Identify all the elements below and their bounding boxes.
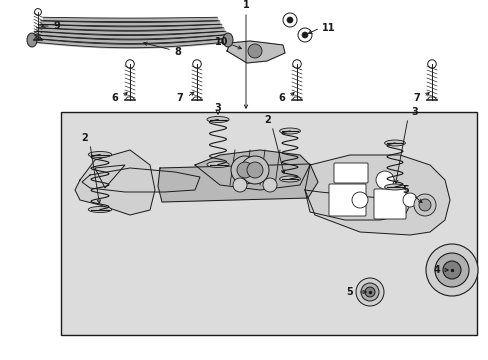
Ellipse shape: [206, 162, 228, 167]
Circle shape: [263, 178, 276, 192]
FancyBboxPatch shape: [333, 163, 367, 183]
Text: 5: 5: [346, 287, 352, 297]
Text: 3: 3: [214, 103, 221, 113]
Circle shape: [364, 287, 374, 297]
Text: 10: 10: [214, 37, 227, 47]
Ellipse shape: [88, 152, 111, 158]
Text: 6: 6: [278, 93, 285, 103]
Ellipse shape: [384, 140, 405, 146]
Circle shape: [232, 178, 246, 192]
FancyBboxPatch shape: [373, 189, 405, 219]
Ellipse shape: [223, 33, 232, 47]
FancyBboxPatch shape: [328, 184, 365, 216]
Polygon shape: [82, 168, 200, 192]
Text: 7: 7: [412, 93, 419, 103]
Ellipse shape: [384, 184, 405, 190]
Circle shape: [230, 156, 259, 184]
Circle shape: [434, 253, 468, 287]
Circle shape: [360, 283, 378, 301]
Circle shape: [247, 44, 262, 58]
Polygon shape: [195, 150, 309, 190]
Polygon shape: [75, 150, 155, 215]
Circle shape: [351, 192, 367, 208]
Text: 2: 2: [81, 133, 88, 143]
Circle shape: [237, 162, 252, 178]
Circle shape: [355, 278, 383, 306]
Circle shape: [302, 32, 307, 38]
Circle shape: [442, 261, 460, 279]
Text: 8: 8: [174, 47, 181, 57]
Circle shape: [246, 162, 263, 178]
Circle shape: [425, 244, 477, 296]
Ellipse shape: [279, 176, 300, 182]
Ellipse shape: [27, 33, 37, 47]
Circle shape: [241, 156, 268, 184]
Text: 11: 11: [321, 23, 335, 33]
Polygon shape: [226, 41, 285, 63]
Text: 1: 1: [242, 0, 249, 10]
Text: 2: 2: [264, 115, 271, 125]
Circle shape: [286, 17, 292, 23]
Circle shape: [402, 193, 416, 207]
Circle shape: [418, 199, 430, 211]
Ellipse shape: [206, 117, 228, 122]
Text: 6: 6: [111, 93, 118, 103]
Polygon shape: [305, 155, 449, 235]
Polygon shape: [158, 164, 317, 202]
Bar: [61, 112, 476, 335]
Circle shape: [375, 171, 393, 189]
Text: 5: 5: [402, 185, 408, 195]
Text: 7: 7: [176, 93, 183, 103]
Ellipse shape: [88, 207, 111, 212]
Text: 9: 9: [54, 21, 61, 31]
Polygon shape: [305, 190, 409, 220]
Text: 4: 4: [432, 265, 439, 275]
Text: 3: 3: [411, 107, 418, 117]
Circle shape: [413, 194, 435, 216]
Ellipse shape: [279, 128, 300, 134]
